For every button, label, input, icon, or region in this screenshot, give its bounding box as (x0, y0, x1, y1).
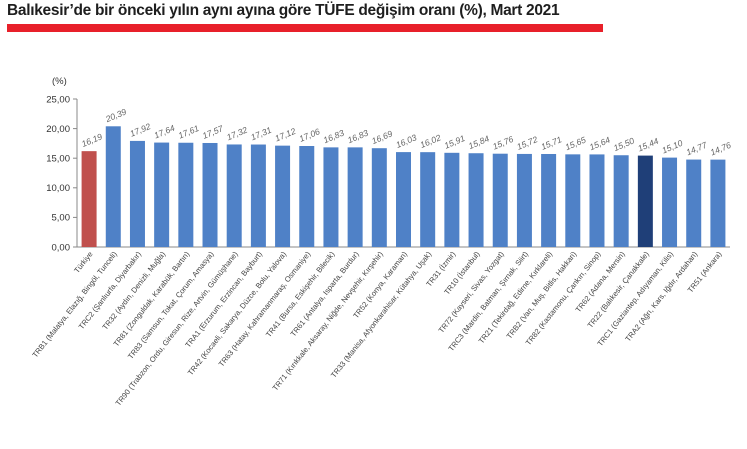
bar-value-label: 16,03 (394, 132, 418, 150)
bar-value-label: 16,83 (322, 128, 346, 146)
bar-value-label: 14,77 (685, 139, 710, 157)
bar-value-label: 16,69 (370, 128, 394, 146)
y-axis-unit-label: (%) (52, 76, 67, 87)
y-tick-label: 5,00 (52, 213, 71, 224)
bar (492, 153, 508, 247)
bar-value-label: 14,76 (709, 140, 733, 158)
y-tick-label: 25,00 (46, 94, 70, 105)
y-tick-label: 10,00 (46, 183, 70, 194)
bar (105, 126, 121, 247)
bar-value-label: 16,19 (80, 131, 104, 149)
bar (396, 152, 411, 247)
bar-value-label: 15,50 (612, 135, 636, 153)
bar (420, 152, 436, 247)
bar (371, 148, 387, 247)
bar-value-label: 17,92 (128, 121, 152, 139)
bar (589, 154, 605, 247)
bar (299, 146, 315, 247)
bar (202, 142, 218, 247)
bar-value-label: 20,39 (103, 106, 128, 124)
bar (686, 159, 702, 247)
bar (250, 144, 266, 247)
bar-value-label: 15,10 (660, 138, 684, 156)
bar-value-label: 17,12 (273, 126, 297, 144)
y-tick-label: 20,00 (46, 124, 70, 135)
bar (516, 153, 532, 247)
bar (275, 145, 291, 247)
bar (662, 157, 678, 247)
bar (323, 147, 339, 247)
bar-value-label: 15,76 (491, 134, 515, 152)
bar-value-label: 17,31 (249, 125, 273, 143)
bar-value-label: 17,06 (298, 126, 322, 144)
y-tick-label: 0,00 (52, 242, 71, 253)
bar (541, 153, 557, 247)
bar (81, 151, 97, 247)
bar-value-label: 15,91 (443, 133, 467, 151)
bar (226, 144, 242, 247)
bar-value-label: 16,83 (346, 128, 370, 146)
bar (154, 142, 170, 247)
bar (710, 159, 726, 247)
bar-value-label: 17,32 (225, 125, 249, 143)
bar-value-label: 15,44 (636, 136, 660, 154)
bar (637, 155, 653, 247)
bar (444, 152, 460, 247)
bar-value-label: 17,61 (177, 123, 201, 141)
bar-value-label: 15,72 (515, 134, 539, 152)
bar-value-label: 16,02 (419, 132, 443, 150)
bar-value-label: 15,64 (588, 135, 612, 153)
bar-value-label: 17,57 (201, 123, 226, 141)
y-tick-label: 15,00 (46, 154, 70, 165)
bar-value-label: 15,84 (467, 133, 491, 151)
chart-title: Balıkesir’de bir önceki yılın aynı ayına… (7, 2, 560, 19)
bar (178, 142, 194, 247)
bar (347, 147, 363, 247)
bar (129, 140, 145, 247)
title-underline (7, 24, 603, 32)
bar (613, 155, 629, 247)
bar-value-label: 15,65 (564, 134, 588, 152)
bar (565, 154, 581, 247)
bar-value-label: 17,64 (153, 123, 177, 141)
bar (468, 153, 484, 247)
x-category-label: Türkiye (72, 250, 94, 275)
bar-value-label: 15,71 (539, 134, 563, 152)
